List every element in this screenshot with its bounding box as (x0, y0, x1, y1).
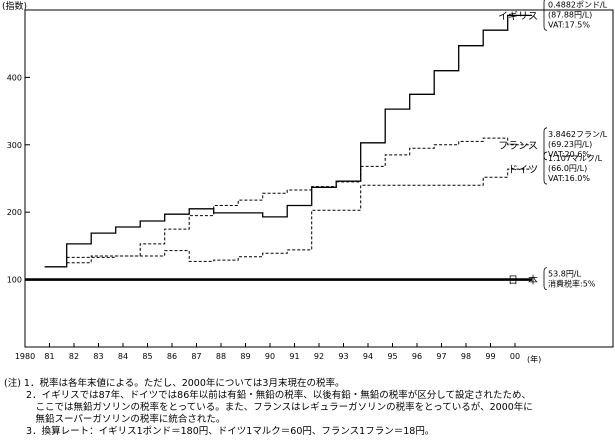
y-tick-label: 100 (7, 276, 22, 285)
x-tick-label: 81 (44, 352, 54, 361)
annotation-bracket (543, 151, 548, 185)
annotation-bracket (543, 127, 548, 161)
footnote-line: (注) 1．税率は各年末値による。ただし、2000年については3月末現在の税率。 (4, 378, 345, 389)
x-tick-label: 86 (167, 352, 177, 361)
x-tick-label: 83 (93, 352, 103, 361)
y-tick-label: 300 (7, 141, 22, 150)
annotation-text: (69.23円/L) (548, 140, 592, 149)
annotation-text: 消費税率:5% (548, 279, 596, 289)
annotation-text: 3.8462フラン/L (548, 130, 608, 139)
x-tick-label: 96 (412, 352, 422, 361)
annotation-bracket (543, 0, 548, 31)
x-tick-label: 95 (387, 352, 397, 361)
footnote-line: ここでは無鉛ガソリンの税率をとっている。また、フランスはレギュラーガソリンの税率… (4, 402, 533, 413)
annotation-text: 1.107マルク/L (548, 154, 603, 163)
x-tick-label: 1980 (15, 352, 35, 361)
x-tick-label: 84 (118, 352, 128, 361)
series-name-label: 日 本 (508, 274, 538, 287)
x-axis-label: (年) (527, 354, 541, 364)
annotation-text: 53.8円/L (548, 270, 582, 279)
x-tick-label: 93 (338, 352, 348, 361)
annotation-text: VAT:20.6% (548, 150, 590, 159)
annotation-layer: イギリス 0.4882ポンド/L(87.88円/L)VAT:17.5% フランス 3.… (498, 0, 608, 290)
annotation-text: VAT:17.5% (548, 20, 590, 29)
annotation-text: (66.0円/L) (548, 164, 587, 173)
series-name-label: フランス (498, 140, 538, 152)
y-tick-label: 400 (7, 73, 22, 82)
x-tick-label: 00 (510, 352, 520, 361)
annotation-text: (87.88円/L) (548, 10, 592, 19)
annotation-text: 0.4882ポンド/L (548, 0, 608, 9)
series-name-label: ドイツ (508, 165, 538, 176)
series-layer (25, 14, 533, 281)
x-tick-label: 85 (142, 352, 152, 361)
series-1-line (66, 137, 533, 258)
x-tick-label: 98 (461, 352, 471, 361)
footnote-line: 2．イギリスでは87年、ドイツでは86年以前は有鉛・無鉛の税率、以後有鉛・無鉛の… (4, 390, 531, 401)
x-tick-label: 87 (191, 352, 201, 361)
x-tick-label: 89 (240, 352, 250, 361)
x-tick-label: 94 (363, 352, 373, 361)
x-tick-label: 88 (216, 352, 226, 361)
plot-frame (24, 9, 614, 348)
annotation-bracket (543, 267, 548, 290)
y-tick-label: 200 (7, 208, 22, 217)
y-axis-label: (指数) (2, 0, 27, 12)
x-tick-label: 92 (314, 352, 324, 361)
series-0-line (44, 14, 533, 268)
x-tick-label: 99 (485, 352, 495, 361)
axes: 100 200 300 400 1980 81 82 83 84 85 86 87 88 89 90 91 92… (7, 9, 614, 361)
x-tick-label: 97 (436, 352, 446, 361)
x-tick-label: 91 (289, 352, 299, 361)
series-2-line (66, 168, 533, 264)
series-name-label: イギリス (498, 10, 538, 22)
footnote-line: 3．換算レート：イギリス1ポンド＝180円、ドイツ1マルク＝60円、フランス1フ… (4, 426, 435, 437)
footnote-line: 無鉛スーパーガソリンの税率に統合された。 (4, 414, 226, 425)
x-tick-label: 82 (69, 352, 79, 361)
x-tick-label: 90 (265, 352, 275, 361)
annotation-text: VAT:16.0% (548, 174, 590, 183)
